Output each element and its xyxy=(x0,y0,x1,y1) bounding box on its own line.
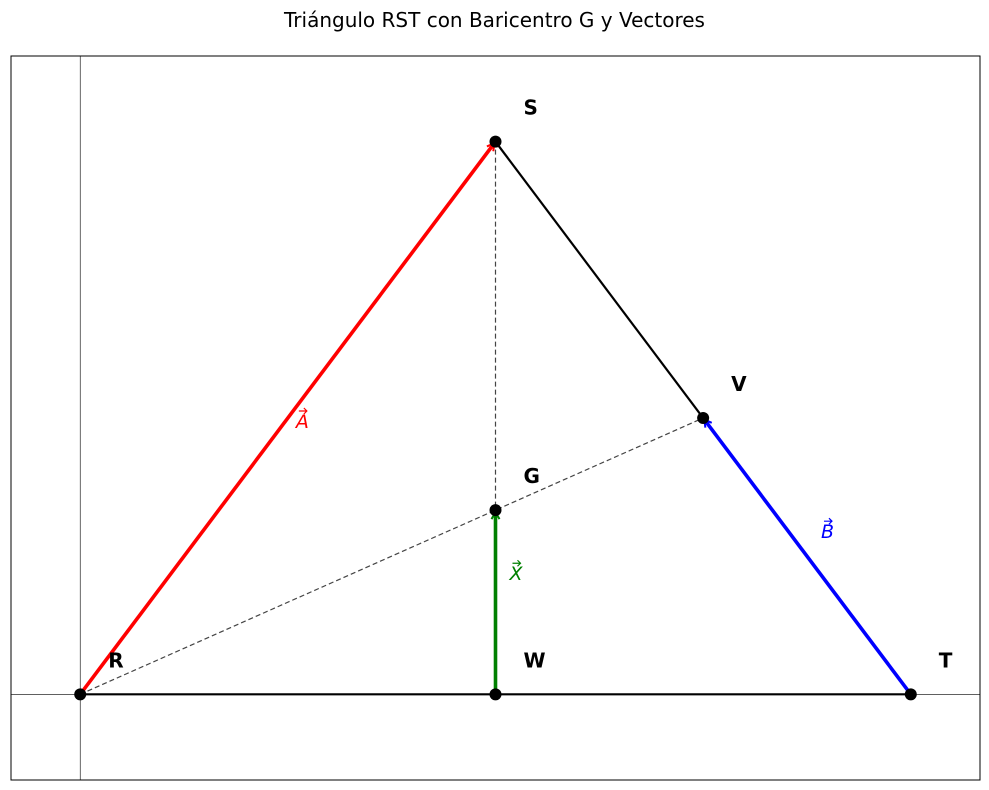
label-g: G xyxy=(524,464,540,488)
label-r: R xyxy=(108,648,123,672)
label-v: V xyxy=(731,372,747,396)
median-r-v xyxy=(79,417,704,695)
point-r xyxy=(74,688,87,701)
label-t: T xyxy=(939,648,953,672)
svg-text:B: B xyxy=(821,521,834,543)
svg-text:A: A xyxy=(294,411,309,433)
point-v xyxy=(697,412,710,424)
vector-b-arrow xyxy=(702,420,913,696)
label-s: S xyxy=(524,96,538,120)
point-w xyxy=(489,688,502,701)
label-w: W xyxy=(524,648,546,672)
vector-b-label: B xyxy=(821,517,834,543)
plot-frame xyxy=(10,55,981,781)
page-title: Triángulo RST con Baricentro G y Vectore… xyxy=(284,8,705,32)
point-t xyxy=(904,688,917,701)
vector-a-label: A xyxy=(294,407,309,433)
vector-x-label: X xyxy=(509,559,524,585)
point-g xyxy=(489,504,502,517)
vector-a-arrow xyxy=(78,143,496,696)
svg-text:X: X xyxy=(509,563,524,585)
point-s xyxy=(489,135,502,148)
